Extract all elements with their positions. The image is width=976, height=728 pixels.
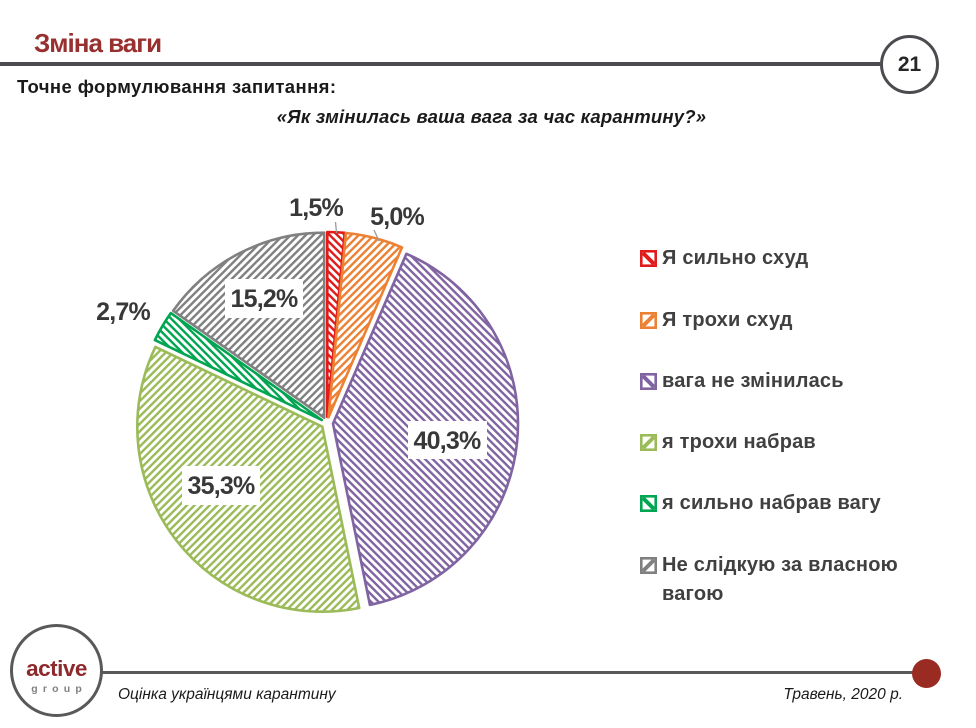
svg-text:1,5%: 1,5%: [289, 194, 343, 222]
svg-text:35,3%: 35,3%: [188, 472, 255, 500]
svg-text:5,0%: 5,0%: [370, 203, 424, 231]
svg-text:15,2%: 15,2%: [231, 285, 298, 313]
svg-text:40,3%: 40,3%: [414, 427, 481, 455]
svg-text:2,7%: 2,7%: [96, 298, 150, 326]
